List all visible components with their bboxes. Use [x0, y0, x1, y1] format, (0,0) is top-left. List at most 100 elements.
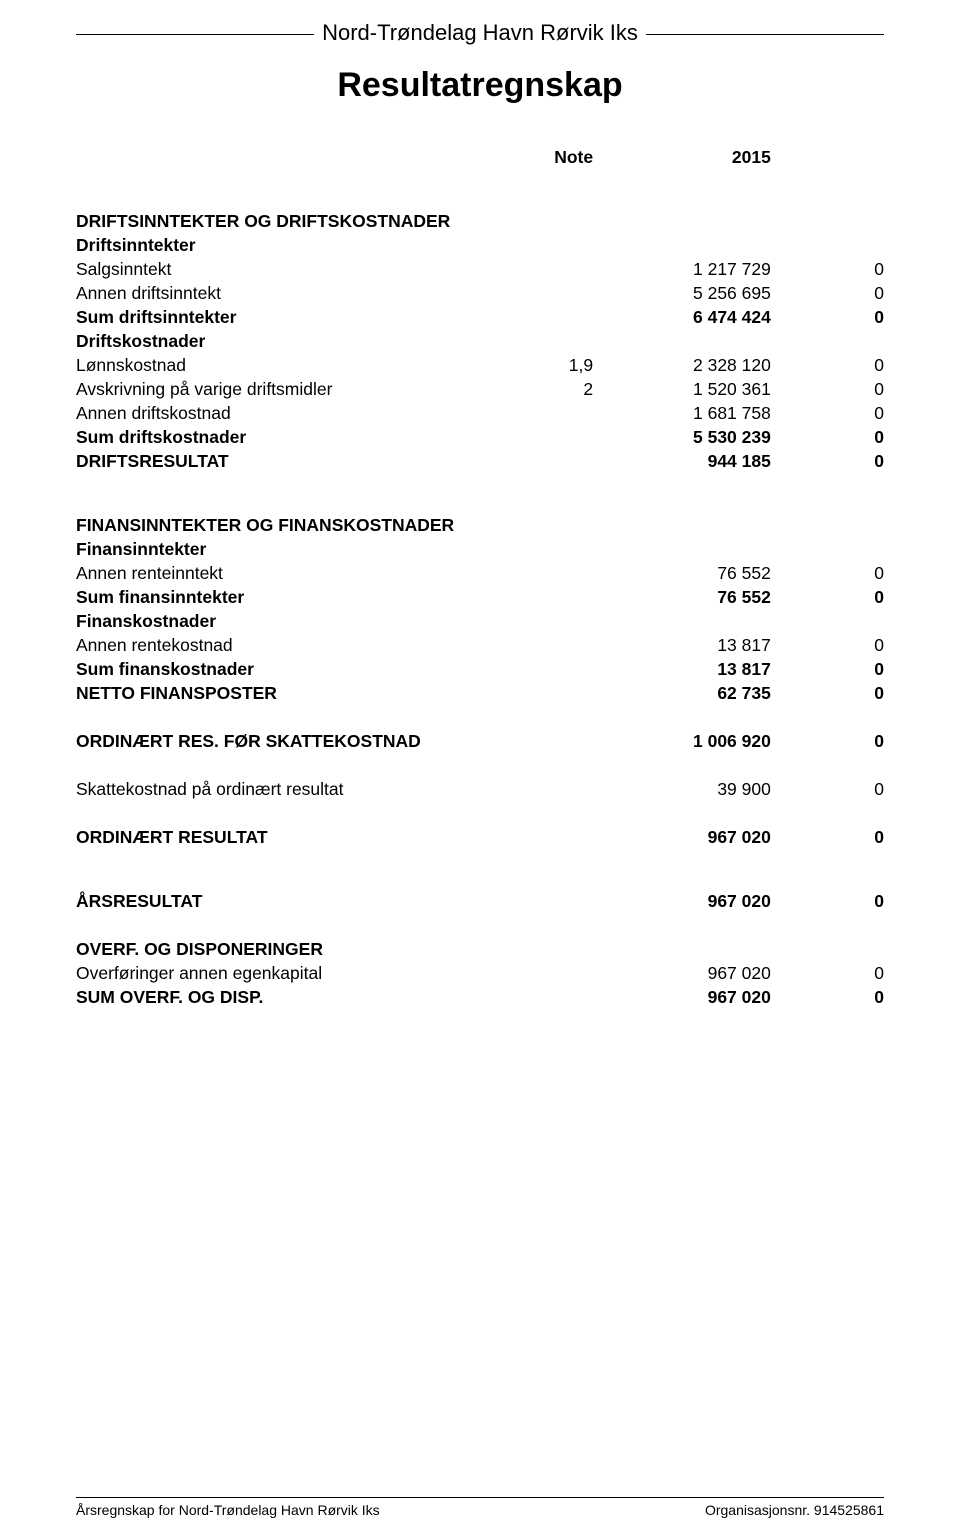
row-zero: 0: [771, 425, 884, 449]
row-value: 944 185: [593, 449, 771, 473]
column-header-row: Note 2015: [76, 145, 884, 169]
row-zero: 0: [771, 281, 884, 305]
table-row: [76, 913, 884, 937]
company-header: Nord-Trøndelag Havn Rørvik Iks: [76, 20, 884, 46]
row-label: OVERF. OG DISPONERINGER: [76, 937, 528, 961]
row-note: [528, 561, 593, 585]
row-note: [528, 209, 593, 233]
company-name: Nord-Trøndelag Havn Rørvik Iks: [314, 20, 646, 45]
footer-right: Organisasjonsnr. 914525861: [705, 1502, 884, 1518]
table-row: Skattekostnad på ordinært resultat 39 900…: [76, 777, 884, 801]
row-note: [528, 537, 593, 561]
row-label: Annen renteinntekt: [76, 561, 528, 585]
row-value: [593, 233, 771, 257]
row-zero: 0: [771, 353, 884, 377]
row-zero: 0: [771, 305, 884, 329]
row-zero: [771, 329, 884, 353]
row-value: 13 817: [593, 657, 771, 681]
col-year: 2015: [593, 145, 771, 169]
row-label: ÅRSRESULTAT: [76, 889, 528, 913]
table-body: DRIFTSINNTEKTER OG DRIFTSKOSTNADER Drifts…: [76, 209, 884, 1009]
row-note: [528, 825, 593, 849]
row-zero: 0: [771, 985, 884, 1009]
row-note: [528, 329, 593, 353]
row-value: 967 020: [593, 825, 771, 849]
table-row: SUM OVERF. OG DISP.967 0200: [76, 985, 884, 1009]
row-note: [528, 305, 593, 329]
row-note: [528, 449, 593, 473]
table-row: ÅRSRESULTAT967 0200: [76, 889, 884, 913]
row-value: 5 256 695: [593, 281, 771, 305]
table-row: FINANSINNTEKTER OG FINANSKOSTNADER: [76, 513, 884, 537]
row-value: 967 020: [593, 961, 771, 985]
row-label: Sum finansinntekter: [76, 585, 528, 609]
row-note: [528, 513, 593, 537]
row-value: 76 552: [593, 585, 771, 609]
row-note: [528, 681, 593, 705]
row-label: DRIFTSINNTEKTER OG DRIFTSKOSTNADER: [76, 209, 528, 233]
row-value: 76 552: [593, 561, 771, 585]
row-value: 5 530 239: [593, 425, 771, 449]
row-value: 13 817: [593, 633, 771, 657]
row-value: [593, 937, 771, 961]
footer-left: Årsregnskap for Nord-Trøndelag Havn Rørv…: [76, 1502, 380, 1518]
row-note: [528, 585, 593, 609]
table-row: DRIFTSRESULTAT944 1850: [76, 449, 884, 473]
row-label: Salgsinntekt: [76, 257, 528, 281]
row-label: ORDINÆRT RESULTAT: [76, 825, 528, 849]
row-note: [528, 961, 593, 985]
row-note: [528, 889, 593, 913]
table-row: Finansinntekter: [76, 537, 884, 561]
row-zero: 0: [771, 401, 884, 425]
table-row: OVERF. OG DISPONERINGER: [76, 937, 884, 961]
table-row: Finanskostnader: [76, 609, 884, 633]
row-note: [528, 937, 593, 961]
row-label: Sum driftskostnader: [76, 425, 528, 449]
row-label: Finanskostnader: [76, 609, 528, 633]
table-row: Sum driftsinntekter6 474 4240: [76, 305, 884, 329]
row-note: [528, 985, 593, 1009]
table-row: Annen driftskostnad 1 681 7580: [76, 401, 884, 425]
page: Nord-Trøndelag Havn Rørvik Iks Resultatr…: [0, 0, 960, 1538]
row-label: SUM OVERF. OG DISP.: [76, 985, 528, 1009]
table-row: Annen renteinntekt 76 5520: [76, 561, 884, 585]
row-zero: 0: [771, 449, 884, 473]
row-zero: 0: [771, 961, 884, 985]
row-label: Sum finanskostnader: [76, 657, 528, 681]
row-label: Annen driftskostnad: [76, 401, 528, 425]
table-row: Avskrivning på varige driftsmidler21 520…: [76, 377, 884, 401]
row-label: Avskrivning på varige driftsmidler: [76, 377, 528, 401]
row-note: [528, 777, 593, 801]
row-note: [528, 257, 593, 281]
row-label: Annen driftsinntekt: [76, 281, 528, 305]
row-value: [593, 513, 771, 537]
table-row: Driftskostnader: [76, 329, 884, 353]
table-row: [76, 473, 884, 513]
row-note: 1,9: [528, 353, 593, 377]
table-row: Annen rentekostnad 13 8170: [76, 633, 884, 657]
row-label: Annen rentekostnad: [76, 633, 528, 657]
row-note: [528, 609, 593, 633]
document-title: Resultatregnskap: [76, 66, 884, 105]
table-row: [76, 753, 884, 777]
row-note: [528, 401, 593, 425]
row-zero: 0: [771, 633, 884, 657]
row-value: 6 474 424: [593, 305, 771, 329]
row-zero: 0: [771, 889, 884, 913]
row-note: [528, 657, 593, 681]
row-value: 39 900: [593, 777, 771, 801]
row-value: 62 735: [593, 681, 771, 705]
row-label: ORDINÆRT RES. FØR SKATTEKOSTNAD: [76, 729, 528, 753]
row-zero: 0: [771, 657, 884, 681]
row-value: [593, 537, 771, 561]
row-label: Skattekostnad på ordinært resultat: [76, 777, 528, 801]
row-value: 1 681 758: [593, 401, 771, 425]
row-value: 1 006 920: [593, 729, 771, 753]
row-zero: [771, 209, 884, 233]
row-value: [593, 609, 771, 633]
table-row: DRIFTSINNTEKTER OG DRIFTSKOSTNADER: [76, 209, 884, 233]
row-value: [593, 329, 771, 353]
row-zero: [771, 609, 884, 633]
row-zero: 0: [771, 561, 884, 585]
row-zero: 0: [771, 257, 884, 281]
